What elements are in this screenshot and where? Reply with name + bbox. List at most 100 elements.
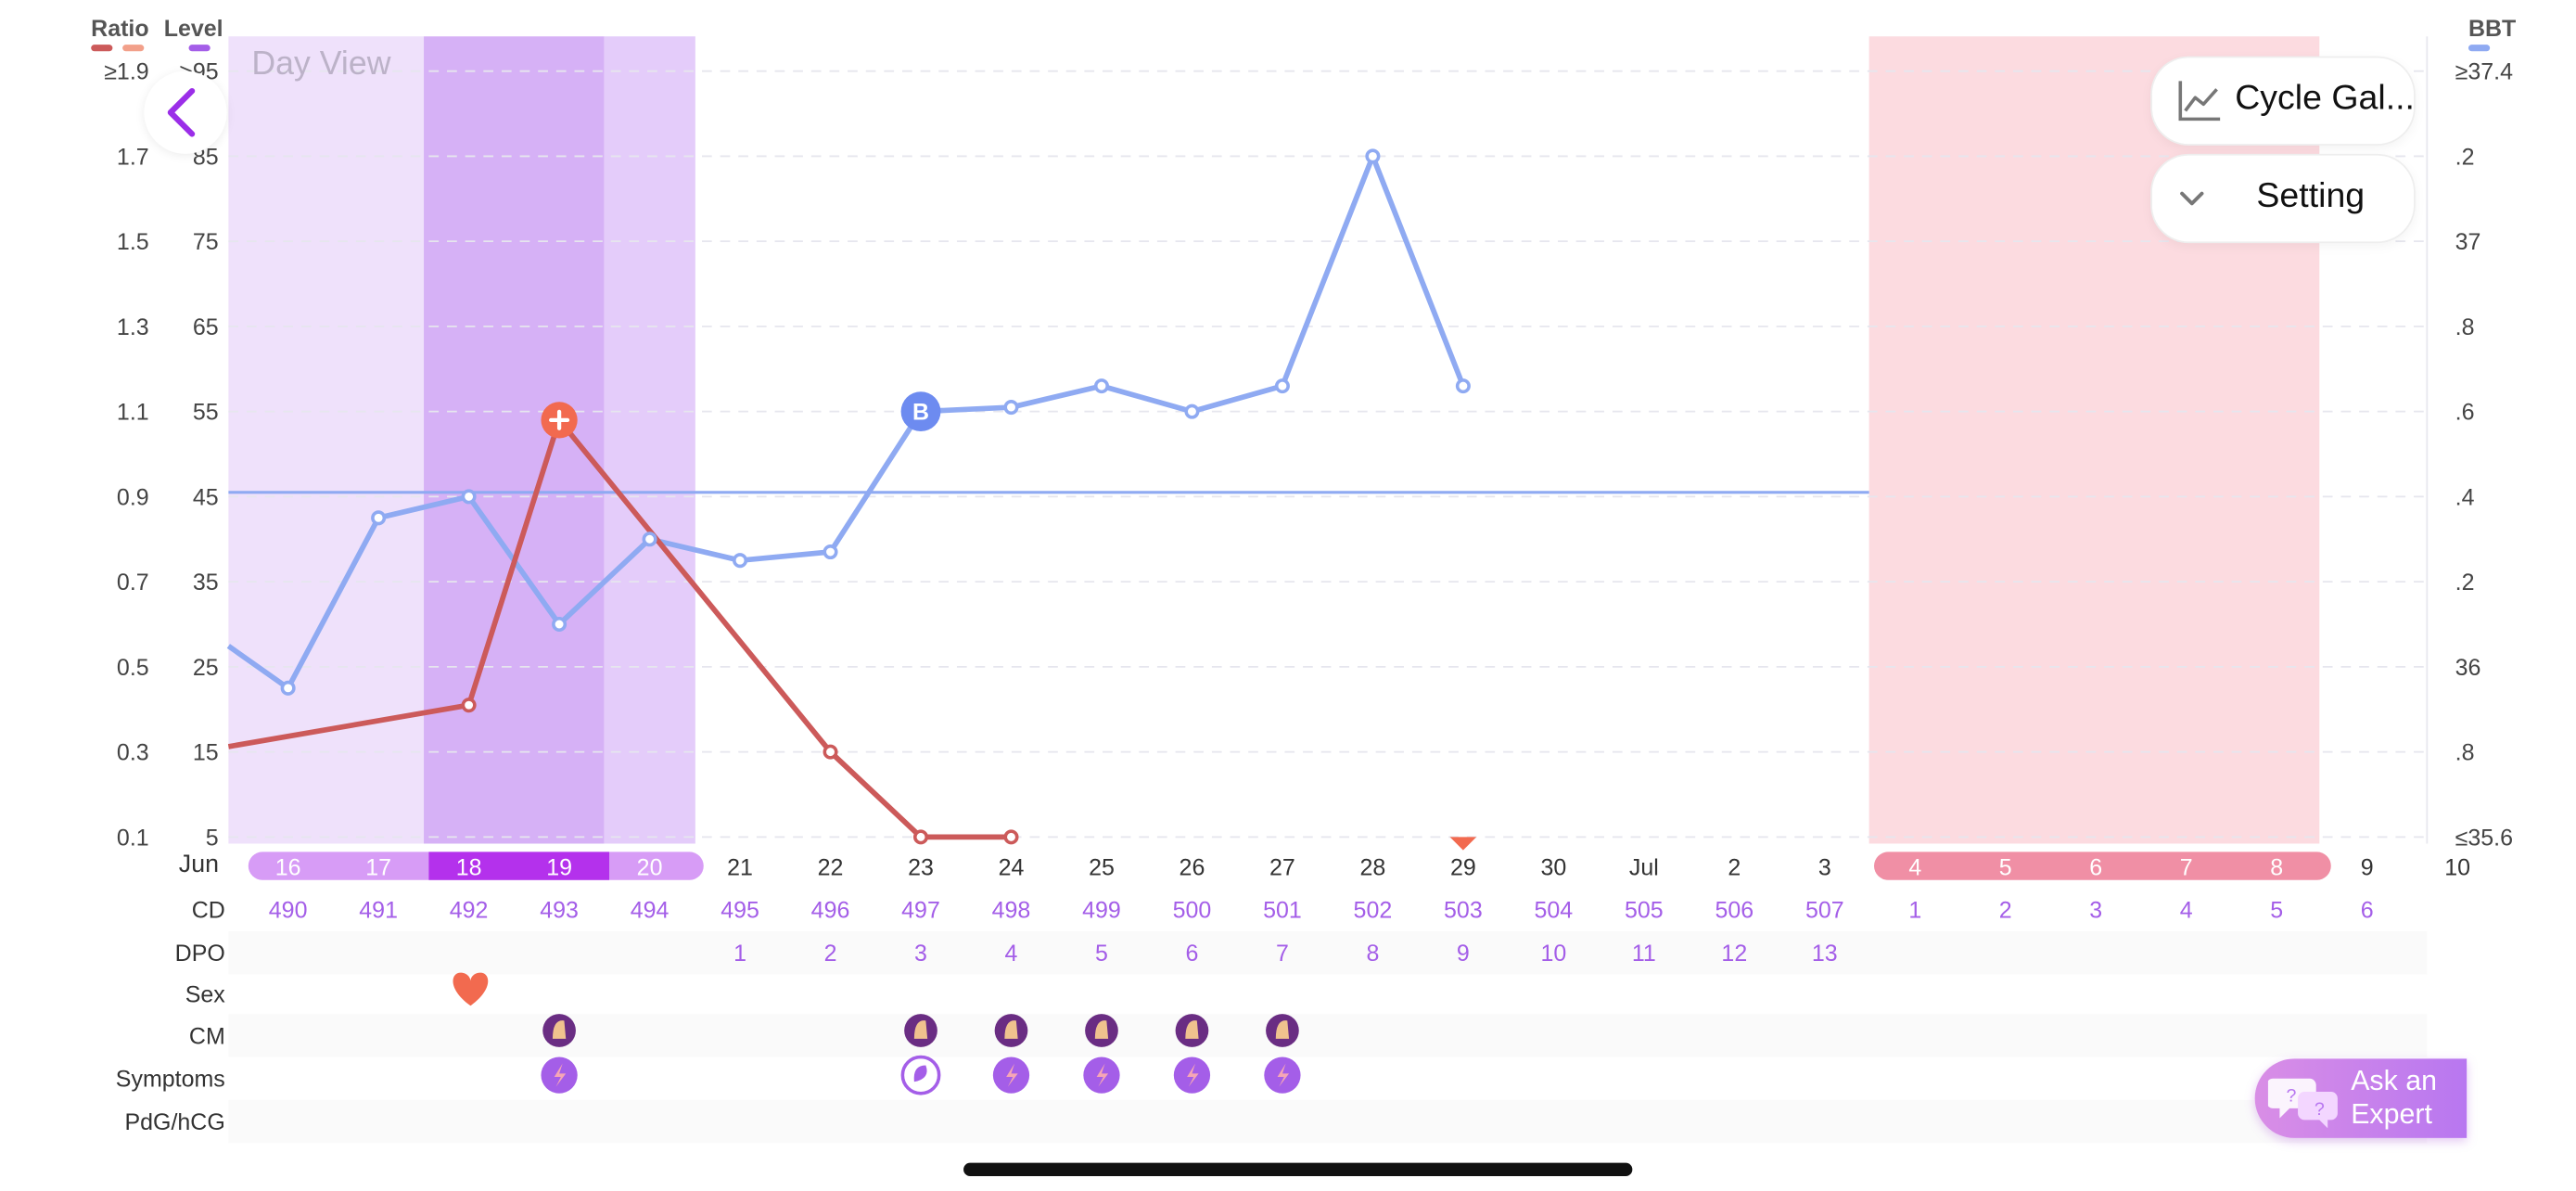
lightning-icon [554, 1063, 567, 1087]
dpo-value: 12 [1721, 941, 1747, 967]
cd-value: 505 [1625, 898, 1664, 924]
dpo-value: 5 [1095, 941, 1108, 967]
date-label: Jul [1629, 854, 1659, 880]
bbt-tick-label: .2 [2455, 570, 2475, 596]
ratio-tick-label: 0.9 [117, 484, 149, 510]
finger-shape [913, 1020, 928, 1039]
chevron-left-icon [167, 87, 196, 137]
dpo-value: 1 [733, 941, 746, 967]
bbt-tick-label: .2 [2455, 144, 2475, 170]
finger-shape [1004, 1020, 1018, 1039]
cd-value: 504 [1535, 898, 1574, 924]
plus-icon [549, 409, 570, 430]
cycle-gallery-button[interactable]: Cycle Gal... [2151, 58, 2415, 145]
cd-value: 500 [1173, 898, 1212, 924]
date-label: 16 [275, 854, 301, 880]
bbt-point [1093, 378, 1110, 394]
bbt-tick-label: ≥37.4 [2455, 59, 2513, 85]
bbt-point [552, 616, 567, 633]
date-label: 24 [999, 854, 1025, 880]
row-label: DPO [175, 941, 225, 967]
level-tick-label: 65 [193, 314, 219, 340]
row-label: Symptoms [116, 1067, 225, 1093]
setting-button[interactable]: Setting [2151, 155, 2415, 242]
level-tick-label: 25 [193, 655, 219, 681]
cd-value: 493 [540, 898, 579, 924]
ask-expert-button[interactable]: ? ? Ask an Expert [2254, 1058, 2468, 1138]
chat-bubbles-icon: ? ? [2267, 1078, 2338, 1129]
date-label: 4 [1908, 854, 1921, 880]
heart-icon [453, 972, 489, 1006]
ratio-tick-label: 0.3 [117, 740, 149, 766]
finger-shape [552, 1020, 567, 1039]
bbt-marker-b-label: B [912, 400, 929, 426]
ovulation-day-marker [1449, 837, 1477, 851]
date-label: 28 [1360, 854, 1386, 880]
bbt-tick-label: .8 [2455, 740, 2475, 766]
cd-value: 1 [1908, 898, 1921, 924]
symptom-shape [913, 1065, 927, 1082]
day-view-label: Day View [251, 45, 390, 82]
dpo-value: 11 [1632, 941, 1656, 967]
level-tick-label: 75 [193, 229, 219, 255]
bbt-axis-title: BBT [2468, 16, 2516, 42]
date-label: 27 [1269, 854, 1295, 880]
level-tick-label: 35 [193, 570, 219, 596]
ratio-axis-title: Ratio [91, 16, 148, 42]
level-tick-label: 55 [193, 400, 219, 426]
dpo-value: 7 [1276, 941, 1289, 967]
back-button[interactable] [144, 70, 227, 154]
bbt-tick-label: .8 [2455, 314, 2475, 340]
bbt-tick-label: ≤35.6 [2455, 825, 2513, 851]
bbt-legend-swatch [2468, 45, 2491, 52]
dpo-value: 6 [1186, 941, 1199, 967]
date-label: 29 [1450, 854, 1476, 880]
bbt-point [1003, 400, 1019, 416]
ratio-tick-label: 0.7 [117, 570, 149, 596]
cd-value: 490 [269, 898, 308, 924]
ovulation-date-pill [428, 852, 610, 880]
bbt-point [1184, 403, 1200, 419]
row-label: PdG/hCG [124, 1109, 224, 1135]
bbt-point [733, 553, 748, 569]
ratio-legend-swatch [91, 45, 113, 52]
cd-value: 503 [1444, 898, 1483, 924]
bbt-tick-label: .6 [2455, 400, 2475, 426]
cd-value: 2 [1999, 898, 2012, 924]
lightning-icon [1187, 1063, 1199, 1087]
expert-label-line2: Expert [2351, 1098, 2432, 1131]
level-tick-label: 45 [193, 484, 219, 510]
cd-value: 495 [721, 898, 759, 924]
date-label: 22 [818, 854, 844, 880]
ratio-tick-label: 0.5 [117, 655, 149, 681]
row-label: CD [192, 898, 225, 924]
bbt-point [280, 680, 296, 696]
date-label: 25 [1089, 854, 1115, 880]
cd-value: 499 [1082, 898, 1121, 924]
dpo-value: 2 [824, 941, 837, 967]
row-stripe [228, 1099, 2428, 1144]
row-stripe [228, 931, 2428, 975]
level-legend-swatch [188, 45, 210, 52]
finger-shape [1185, 1020, 1199, 1039]
cd-value: 5 [2270, 898, 2283, 924]
date-label: 17 [365, 854, 391, 880]
home-indicator [963, 1162, 1633, 1176]
level-tick-label: 15 [193, 740, 219, 766]
cd-value: 497 [901, 898, 940, 924]
ratio-tick-label: 0.1 [117, 825, 149, 851]
bbt-point [823, 544, 838, 560]
date-label: 2 [1728, 854, 1741, 880]
date-label: 19 [546, 854, 572, 880]
fertile-window-band [228, 36, 425, 844]
date-label: 30 [1540, 854, 1566, 880]
ratio-tick-label: ≥1.9 [104, 59, 148, 85]
chevron-down-icon [2180, 191, 2204, 206]
ratio-point [461, 698, 477, 713]
cd-value: 4 [2180, 898, 2193, 924]
date-label: 3 [1818, 854, 1831, 880]
lightning-icon [1277, 1063, 1290, 1087]
dpo-value: 13 [1812, 941, 1838, 967]
cd-value: 491 [359, 898, 398, 924]
